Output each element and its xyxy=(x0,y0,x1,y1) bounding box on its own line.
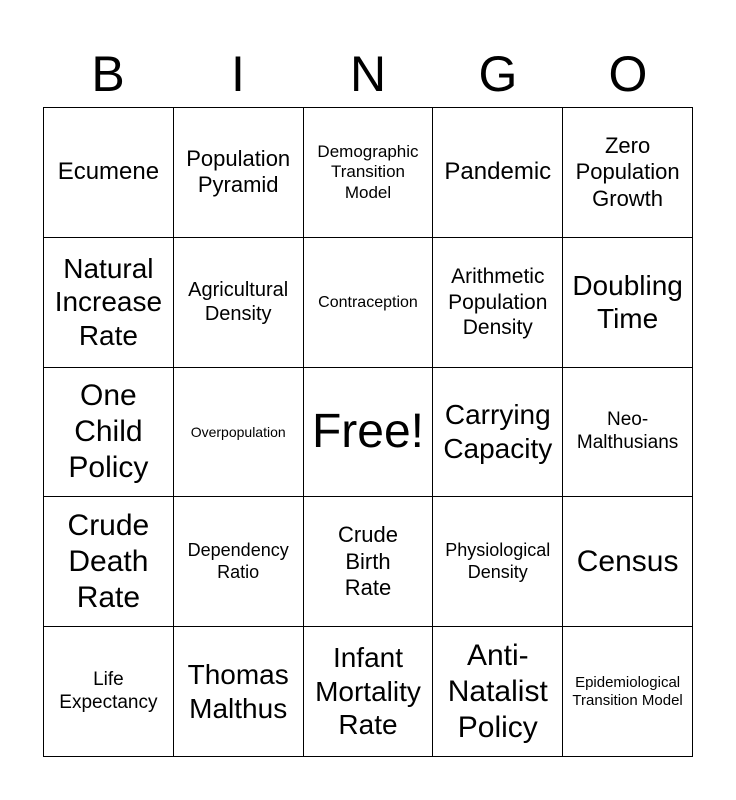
bingo-grid: Ecumene Population Pyramid Demographic Tra… xyxy=(43,107,693,757)
cell-text: Demographic Transition Model xyxy=(317,141,419,202)
cell-text: Ecumene xyxy=(57,158,160,185)
cell-text: Crude Birth Rate xyxy=(338,522,398,600)
bingo-cell: Zero Population Growth xyxy=(563,108,693,238)
cell-text: Crude Death Rate xyxy=(67,508,150,614)
bingo-cell: Free! xyxy=(303,367,434,498)
cell-text: One Child Policy xyxy=(68,378,149,484)
bingo-cell: Epidemiological Transition Model xyxy=(563,627,693,757)
cell-text: Carrying Capacity xyxy=(443,399,553,464)
cell-text: Population Pyramid xyxy=(186,146,291,198)
bingo-cell: Population Pyramid xyxy=(173,108,304,238)
cell-text: Epidemiological Transition Model xyxy=(572,673,683,709)
bingo-cell: Crude Death Rate xyxy=(44,497,174,628)
cell-text: Neo-Malthusians xyxy=(576,409,679,453)
bingo-cell: Carrying Capacity xyxy=(433,367,564,498)
bingo-cell: Crude Birth Rate xyxy=(303,497,434,628)
cell-text: Free! xyxy=(311,405,424,459)
bingo-cell: Arithmetic Population Density xyxy=(433,237,564,368)
header-letter: G xyxy=(478,46,518,102)
bingo-cell: Contraception xyxy=(303,237,434,368)
cell-text: Thomas Malthus xyxy=(187,659,289,724)
bingo-cell: Thomas Malthus xyxy=(173,627,304,757)
bingo-cell: Natural Increase Rate xyxy=(44,237,174,368)
cell-text: Anti-Natalist Policy xyxy=(447,638,548,744)
bingo-cell: Anti-Natalist Policy xyxy=(433,627,564,757)
bingo-cell: Census xyxy=(563,497,693,628)
header-letter: N xyxy=(349,46,387,102)
header-letter: O xyxy=(608,46,648,102)
cell-text: Contraception xyxy=(318,293,418,311)
bingo-cell: Doubling Time xyxy=(563,237,693,368)
cell-text: Infant Mortality Rate xyxy=(315,642,421,741)
bingo-cell: Life Expectancy xyxy=(44,627,174,757)
bingo-cell: Overpopulation xyxy=(173,367,304,498)
cell-text: Natural Increase Rate xyxy=(54,252,163,351)
cell-text: Pandemic xyxy=(444,158,552,185)
cell-text: Census xyxy=(576,544,679,578)
cell-text: Agricultural Density xyxy=(188,279,289,326)
cell-text: Dependency Ratio xyxy=(187,540,289,582)
cell-text: Overpopulation xyxy=(190,423,286,440)
bingo-cell: Pandemic xyxy=(433,108,564,238)
cell-text: Doubling Time xyxy=(572,269,683,335)
cell-text: Physiological Density xyxy=(445,540,551,582)
header-letter: B xyxy=(91,46,125,102)
bingo-cell: Physiological Density xyxy=(433,497,564,628)
cell-text: Zero Population Growth xyxy=(575,132,680,211)
bingo-cell: Dependency Ratio xyxy=(173,497,304,628)
bingo-cell: Neo-Malthusians xyxy=(563,367,693,498)
bingo-cell: One Child Policy xyxy=(44,367,174,498)
cell-text: Arithmetic Population Density xyxy=(448,265,548,339)
bingo-cell: Ecumene xyxy=(44,108,174,238)
cell-text: Life Expectancy xyxy=(59,668,158,713)
bingo-cell: Agricultural Density xyxy=(173,237,304,368)
header-letter: I xyxy=(231,46,245,102)
bingo-cell: Demographic Transition Model xyxy=(303,108,434,238)
bingo-cell: Infant Mortality Rate xyxy=(303,627,434,757)
